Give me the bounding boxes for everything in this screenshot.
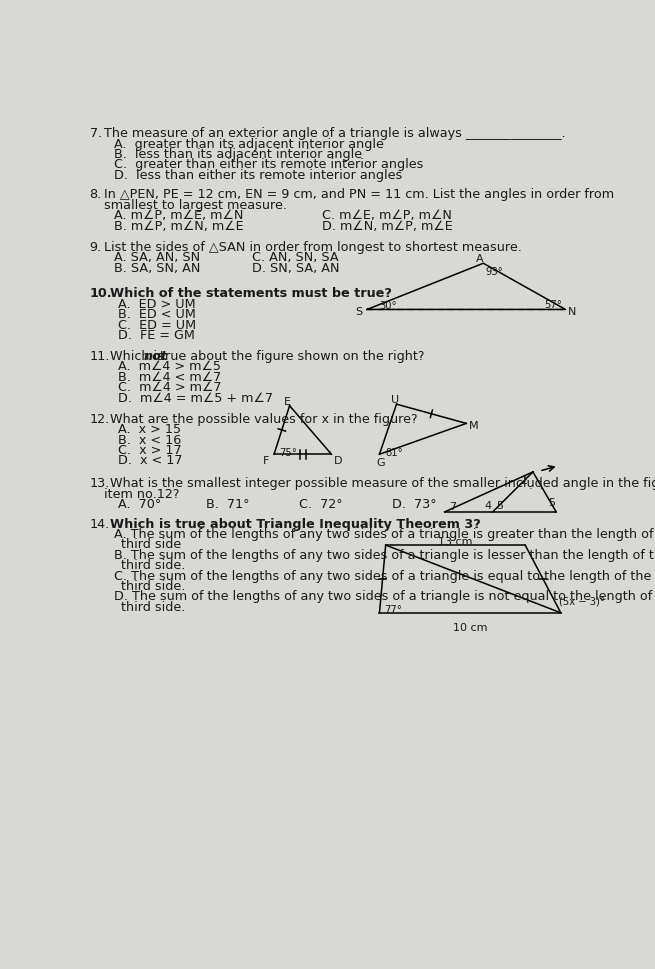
Text: List the sides of △SAN in order from longest to shortest measure.: List the sides of △SAN in order from lon…: [103, 240, 521, 254]
Text: B.  71°: B. 71°: [206, 497, 250, 511]
Text: 77°: 77°: [384, 604, 402, 614]
Text: A.  greater than its adjacent interior angle: A. greater than its adjacent interior an…: [115, 138, 384, 150]
Text: item no.12?: item no.12?: [103, 487, 179, 500]
Text: D.  m∠4 = m∠5 + m∠7: D. m∠4 = m∠5 + m∠7: [117, 391, 272, 404]
Text: 30°: 30°: [379, 301, 397, 311]
Text: not: not: [144, 350, 168, 362]
Text: 9.: 9.: [90, 240, 102, 254]
Text: 57°: 57°: [544, 300, 561, 310]
Text: D.  less than either its remote interior angles: D. less than either its remote interior …: [115, 169, 403, 181]
Text: A. SA, AN, SN: A. SA, AN, SN: [115, 251, 200, 264]
Text: G: G: [377, 457, 385, 467]
Text: N: N: [568, 307, 576, 317]
Text: D.  x < 17: D. x < 17: [117, 453, 182, 467]
Text: 7.: 7.: [90, 127, 102, 141]
Text: B.  x < 16: B. x < 16: [117, 433, 181, 446]
Text: S: S: [356, 307, 363, 317]
Text: U: U: [391, 394, 399, 405]
Text: A: A: [476, 254, 483, 264]
Text: C.  ED = UM: C. ED = UM: [117, 318, 196, 331]
Text: A.  70°: A. 70°: [117, 497, 160, 511]
Text: M: M: [468, 421, 478, 431]
Text: C.  greater than either its remote interior angles: C. greater than either its remote interi…: [115, 158, 424, 172]
Text: ·  ·: · ·: [529, 484, 543, 493]
Text: D. m∠N, m∠P, m∠E: D. m∠N, m∠P, m∠E: [322, 219, 453, 233]
Text: third side.: third side.: [121, 600, 185, 613]
Text: B.  m∠4 < m∠7: B. m∠4 < m∠7: [117, 370, 221, 384]
Text: third side: third side: [121, 538, 181, 550]
Text: 10 cm: 10 cm: [453, 622, 487, 633]
Text: 12.: 12.: [90, 413, 110, 425]
Text: 5: 5: [496, 501, 504, 511]
Text: 7: 7: [449, 502, 457, 512]
Text: Which of the statements must be true?: Which of the statements must be true?: [110, 287, 392, 300]
Text: F: F: [263, 455, 270, 465]
Text: 93°: 93°: [485, 267, 504, 277]
Text: C. AN, SN, SA: C. AN, SN, SA: [252, 251, 339, 264]
Text: C. The sum of the lengths of any two sides of a triangle is equal to the length : C. The sum of the lengths of any two sid…: [115, 569, 652, 582]
Text: B.  ED < UM: B. ED < UM: [117, 308, 195, 321]
Text: B.  less than its adjacent interior angle: B. less than its adjacent interior angle: [115, 148, 363, 161]
Text: D: D: [334, 455, 343, 465]
Text: In △PEN, PE = 12 cm, EN = 9 cm, and PN = 11 cm. List the angles in order from: In △PEN, PE = 12 cm, EN = 9 cm, and PN =…: [103, 188, 614, 202]
Text: A. The sum of the lengths of any two sides of a triangle is greater than the len: A. The sum of the lengths of any two sid…: [115, 527, 655, 541]
Text: B. m∠P, m∠N, m∠E: B. m∠P, m∠N, m∠E: [115, 219, 244, 233]
Text: C. m∠E, m∠P, m∠N: C. m∠E, m∠P, m∠N: [322, 209, 452, 222]
Text: 81°: 81°: [386, 448, 403, 457]
Text: 13 cm: 13 cm: [438, 536, 473, 547]
Text: 11.: 11.: [90, 350, 110, 362]
Text: D.  FE = GM: D. FE = GM: [117, 328, 195, 341]
Text: C.  72°: C. 72°: [299, 497, 343, 511]
Text: C.  m∠4 > m∠7: C. m∠4 > m∠7: [117, 381, 221, 393]
Text: third side.: third side.: [121, 579, 185, 592]
Text: 75°: 75°: [280, 448, 297, 457]
Text: A. m∠P, m∠E, m∠N: A. m∠P, m∠E, m∠N: [115, 209, 244, 222]
Text: C.  x > 17: C. x > 17: [117, 444, 181, 456]
Text: D.  73°: D. 73°: [392, 497, 436, 511]
Text: 10.: 10.: [90, 287, 112, 300]
Text: D. SN, SA, AN: D. SN, SA, AN: [252, 262, 340, 274]
Text: Which is true about Triangle Inequality Theorem 3?: Which is true about Triangle Inequality …: [110, 517, 481, 530]
Text: D. The sum of the lengths of any two sides of a triangle is not equal to the len: D. The sum of the lengths of any two sid…: [115, 590, 655, 603]
Text: B. SA, SN, AN: B. SA, SN, AN: [115, 262, 201, 274]
Text: (5x − 3)°: (5x − 3)°: [559, 596, 605, 607]
Text: B. The sum of the lengths of any two sides of a triangle is lesser than the leng: B. The sum of the lengths of any two sid…: [115, 548, 655, 561]
Text: What are the possible values for x in the figure?: What are the possible values for x in th…: [110, 413, 417, 425]
Text: 5: 5: [548, 497, 555, 507]
Text: E: E: [284, 396, 291, 406]
Text: A.  x > 15: A. x > 15: [117, 422, 181, 436]
Text: A.  m∠4 > m∠5: A. m∠4 > m∠5: [117, 360, 221, 373]
Text: third side.: third side.: [121, 558, 185, 572]
Text: A.  ED > UM: A. ED > UM: [117, 297, 195, 310]
Text: The measure of an exterior angle of a triangle is always _______________.: The measure of an exterior angle of a tr…: [103, 127, 565, 141]
Text: smallest to largest measure.: smallest to largest measure.: [103, 199, 287, 211]
Text: true about the figure shown on the right?: true about the figure shown on the right…: [157, 350, 425, 362]
Text: What is the smallest integer possible measure of the smaller included angle in t: What is the smallest integer possible me…: [110, 477, 655, 489]
Text: Which is: Which is: [110, 350, 168, 362]
Text: 4: 4: [485, 501, 492, 511]
Text: 14.: 14.: [90, 517, 110, 530]
Text: 2: 2: [521, 476, 528, 485]
Text: 13.: 13.: [90, 477, 110, 489]
Text: 8.: 8.: [90, 188, 102, 202]
